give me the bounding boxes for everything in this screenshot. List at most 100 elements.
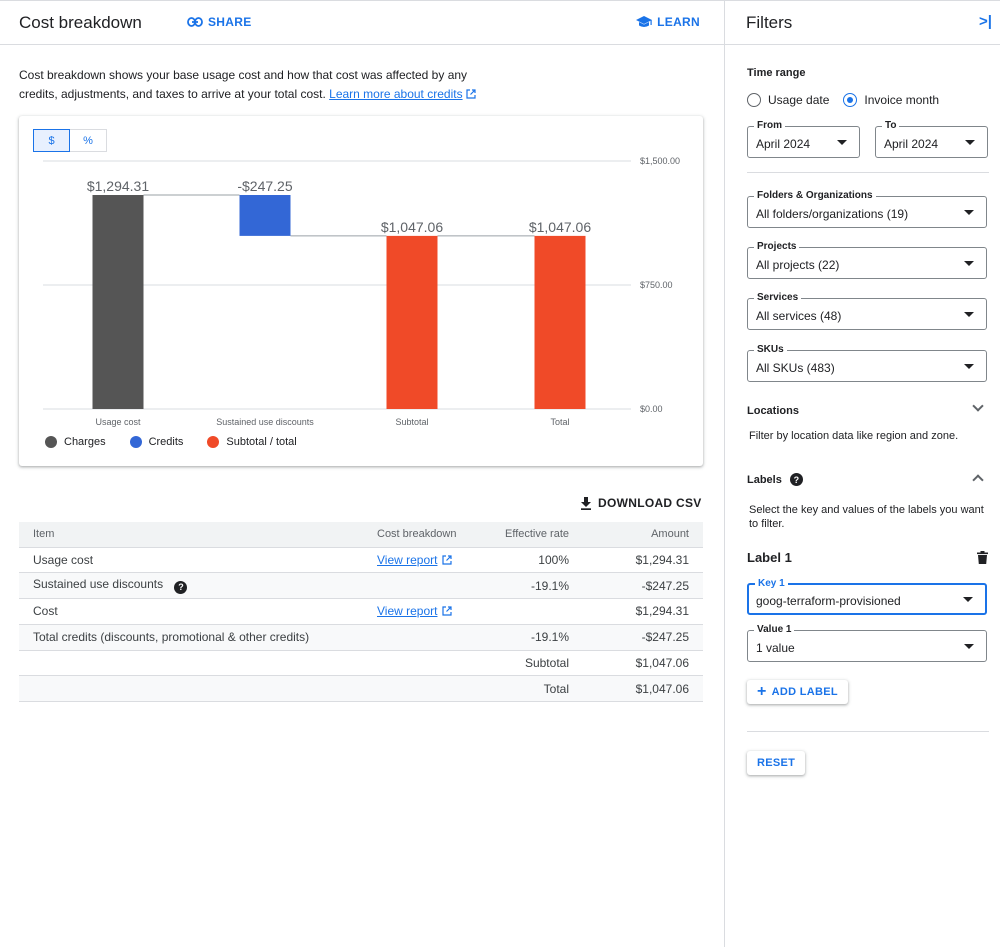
filters-header: Filters >| bbox=[725, 0, 1000, 45]
toggle-percent[interactable]: % bbox=[70, 129, 107, 152]
open-in-new-icon bbox=[442, 555, 453, 565]
dropdown-arrow-icon bbox=[965, 140, 975, 145]
row-item: Total credits (discounts, promotional & … bbox=[19, 623, 363, 651]
learn-more-credits-link[interactable]: Learn more about credits bbox=[329, 87, 462, 101]
labels-label: Labels bbox=[747, 473, 782, 486]
folders-select[interactable]: Folders & Organizations All folders/orga… bbox=[747, 190, 987, 228]
subtotal-amount: $1,047.06 bbox=[583, 649, 703, 676]
time-range-label: Time range bbox=[747, 67, 806, 79]
skus-caption: SKUs bbox=[754, 344, 787, 356]
download-csv-button[interactable]: DOWNLOAD CSV bbox=[580, 496, 702, 510]
header-amount: Amount bbox=[583, 522, 703, 547]
time-range-radios: Usage date Invoice month bbox=[747, 93, 939, 107]
row-amount: $1,294.31 bbox=[583, 546, 703, 573]
services-select[interactable]: Services All services (48) bbox=[747, 292, 987, 330]
legend-dot-credits bbox=[129, 436, 142, 448]
legend-item-charges: Charges bbox=[45, 436, 106, 448]
dropdown-arrow-icon bbox=[837, 140, 847, 145]
reset-button[interactable]: RESET bbox=[747, 751, 806, 775]
dropdown-arrow-icon bbox=[963, 597, 973, 602]
locations-description: Filter by location data like region and … bbox=[749, 430, 959, 442]
unit-toggle: $ % bbox=[33, 129, 107, 152]
label-value-select[interactable]: Value 1 1 value bbox=[747, 624, 987, 662]
intro-text: Cost breakdown shows your base usage cos… bbox=[19, 66, 479, 104]
dropdown-arrow-icon bbox=[964, 364, 974, 369]
x-tick-label: Subtotal bbox=[395, 417, 428, 427]
view-report-link[interactable]: View report bbox=[377, 604, 453, 619]
legend-label-credits: Credits bbox=[148, 436, 184, 448]
delete-icon[interactable] bbox=[977, 551, 988, 564]
legend-dot-subtotal bbox=[207, 436, 220, 448]
total-row: Total $1,047.06 bbox=[19, 675, 703, 703]
toggle-dollar[interactable]: $ bbox=[33, 129, 70, 152]
data-label: $1,047.06 bbox=[529, 219, 591, 235]
services-caption: Services bbox=[754, 292, 802, 304]
page-title: Cost breakdown bbox=[19, 13, 142, 32]
chevron-down-icon[interactable] bbox=[972, 400, 984, 412]
help-icon[interactable]: ? bbox=[789, 473, 803, 486]
add-label-text: ADD LABEL bbox=[771, 686, 838, 698]
reset-text: RESET bbox=[757, 757, 796, 769]
data-label: $1,047.06 bbox=[381, 219, 443, 235]
services-value: All services (48) bbox=[756, 309, 842, 323]
help-icon[interactable]: ? bbox=[174, 580, 188, 594]
divider bbox=[747, 731, 989, 732]
dropdown-arrow-icon bbox=[964, 210, 974, 215]
cost-breakdown-panel: Cost breakdown SHARE LEARN Cost breakdow… bbox=[0, 0, 724, 703]
x-tick-label: Usage cost bbox=[95, 417, 141, 427]
school-icon bbox=[636, 15, 653, 27]
collapse-panel-icon[interactable]: >| bbox=[979, 13, 992, 30]
table-header-row: Item Cost breakdown Effective rate Amoun… bbox=[19, 522, 703, 547]
x-tick-label: Sustained use discounts bbox=[216, 417, 314, 427]
row-rate: 100% bbox=[473, 546, 583, 573]
row-amount: $1,294.31 bbox=[583, 598, 703, 625]
plus-icon: + bbox=[757, 683, 767, 700]
divider bbox=[747, 172, 989, 173]
to-caption: To bbox=[882, 120, 900, 132]
dropdown-arrow-icon bbox=[964, 644, 974, 649]
learn-button[interactable]: LEARN bbox=[636, 15, 700, 29]
open-in-new-icon bbox=[465, 89, 476, 99]
row-amount: -$247.25 bbox=[583, 623, 703, 651]
projects-value: All projects (22) bbox=[756, 258, 840, 272]
learn-more-link-text: Learn more about credits bbox=[329, 87, 463, 101]
labels-description: Select the key and values of the labels … bbox=[749, 504, 984, 530]
view-report-text: View report bbox=[377, 604, 438, 619]
download-icon bbox=[581, 496, 591, 510]
radio-invoice-month[interactable] bbox=[843, 93, 858, 107]
waterfall-chart: $1,500.00 $750.00 $0.00 $1,294.31 Usage cost… bbox=[43, 156, 680, 427]
chevron-up-icon[interactable] bbox=[972, 474, 984, 486]
legend-item-credits: Credits bbox=[129, 436, 184, 448]
row-breakdown bbox=[363, 623, 473, 651]
projects-select[interactable]: Projects All projects (22) bbox=[747, 241, 987, 279]
row-breakdown: View report bbox=[363, 546, 473, 573]
row-amount: -$247.25 bbox=[583, 572, 703, 599]
to-value: April 2024 bbox=[884, 137, 939, 151]
filters-title: Filters bbox=[746, 13, 793, 32]
add-label-button[interactable]: + ADD LABEL bbox=[747, 680, 848, 704]
row-item: Cost bbox=[19, 598, 363, 625]
locations-label: Locations bbox=[747, 405, 799, 417]
total-label: Total bbox=[473, 675, 583, 703]
legend-item-subtotal: Subtotal / total bbox=[207, 436, 297, 448]
row-item: Usage cost bbox=[19, 546, 363, 573]
key-caption: Key 1 bbox=[755, 578, 788, 590]
share-button[interactable]: SHARE bbox=[187, 15, 252, 29]
row-item-text: Sustained use discounts bbox=[33, 577, 164, 592]
link-icon bbox=[187, 17, 203, 27]
y-tick-label: $0.00 bbox=[640, 404, 663, 414]
chart-legend: Charges Credits Subtotal / total bbox=[45, 436, 297, 448]
radio-usage-date[interactable] bbox=[747, 93, 761, 107]
download-csv-label: DOWNLOAD CSV bbox=[598, 496, 702, 510]
chart-bar bbox=[239, 195, 291, 236]
page-header: Cost breakdown SHARE LEARN bbox=[0, 0, 724, 45]
skus-select[interactable]: SKUs All SKUs (483) bbox=[747, 344, 987, 382]
from-month-select[interactable]: From April 2024 bbox=[747, 120, 860, 158]
view-report-link[interactable]: View report bbox=[377, 553, 453, 567]
label-key-select[interactable]: Key 1 goog-terraform-provisioned bbox=[747, 578, 987, 615]
subtotal-label: Subtotal bbox=[473, 649, 583, 676]
to-month-select[interactable]: To April 2024 bbox=[875, 120, 988, 158]
from-value: April 2024 bbox=[756, 137, 811, 151]
row-item: Sustained use discounts ? bbox=[19, 572, 363, 599]
chart-bar bbox=[386, 235, 438, 409]
